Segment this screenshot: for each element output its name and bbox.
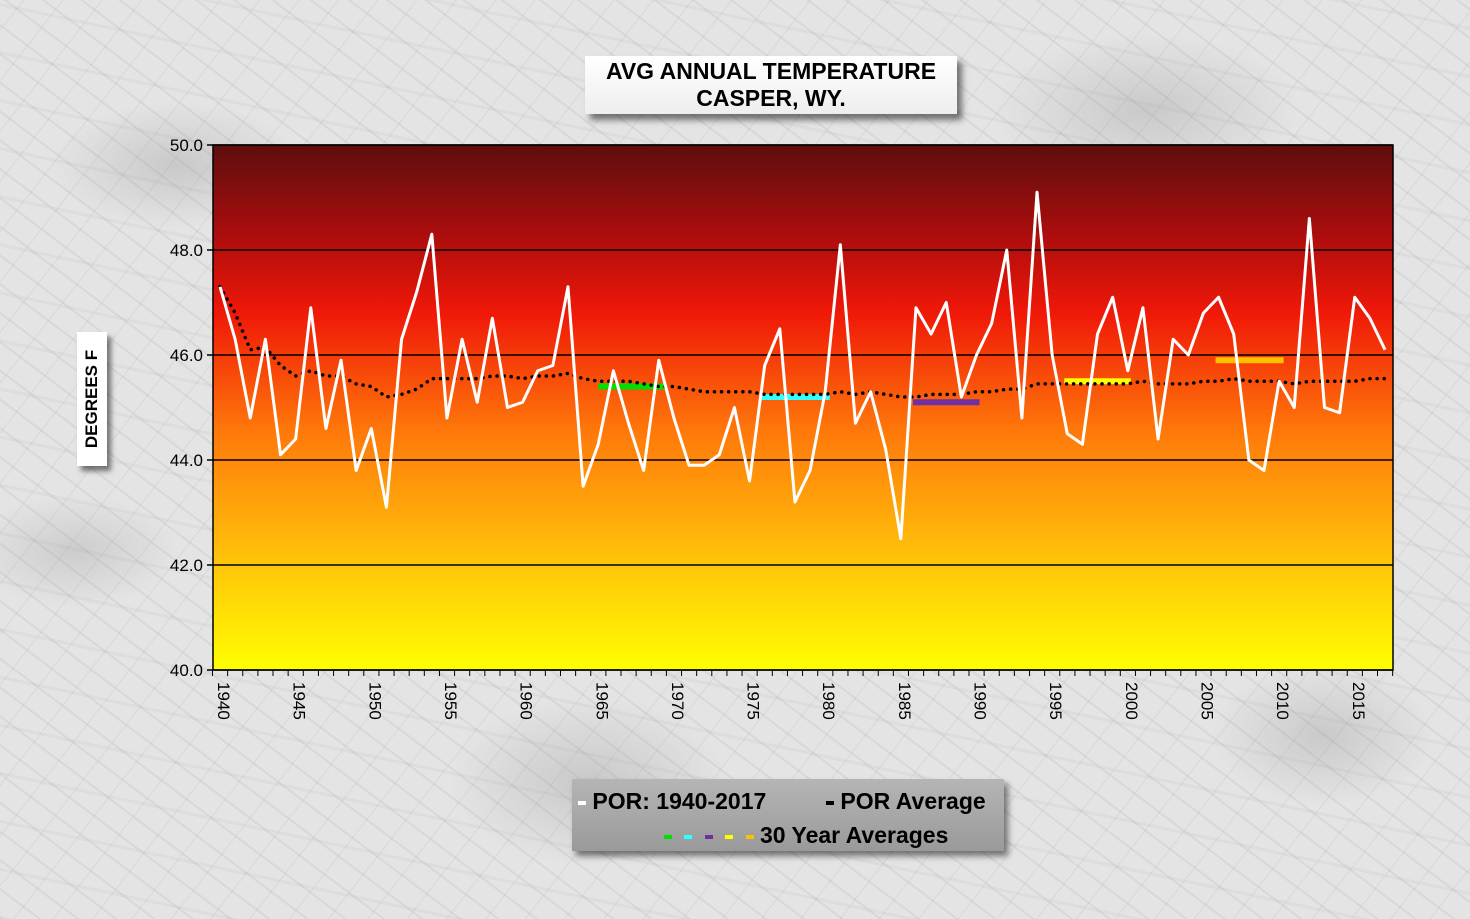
y-tick-label: 46.0 (170, 346, 203, 365)
x-tick-label: 1950 (365, 682, 384, 720)
tick-labels: 40.0 42.0 44.0 46.0 48.0 50.0 1940 1945 1950 1955… (170, 136, 1368, 720)
x-tick-label: 1980 (819, 682, 838, 720)
x-tick-label: 1995 (1046, 682, 1065, 720)
x-tick-label: 2010 (1273, 682, 1292, 720)
axes (212, 144, 1394, 676)
legend-swatch-cyan (684, 834, 693, 839)
legend-swatch-yellow (725, 834, 734, 839)
chart-title-line1: AVG ANNUAL TEMPERATURE (605, 58, 937, 84)
legend-label-thirty-year: 30 Year Averages (759, 822, 949, 848)
chart-title-line2: CASPER, WY. (696, 85, 846, 111)
x-tick-label: 1985 (895, 682, 914, 720)
series-lines (218, 190, 1387, 541)
x-tick-label: 2000 (1122, 682, 1141, 720)
legend-label-por-average: POR Average (840, 788, 986, 814)
legend-swatch-purple (704, 834, 713, 839)
x-tick-label: 1970 (668, 682, 687, 720)
legend: POR: 1940-2017 POR Average 30 Year Avera… (572, 779, 1004, 851)
legend-swatch-green (664, 834, 672, 839)
x-tick-label: 1990 (971, 682, 990, 720)
legend-swatch-por (578, 800, 586, 805)
y-tick-label: 48.0 (170, 241, 203, 260)
y-tick-label: 40.0 (170, 661, 203, 680)
x-tick-label: 1940 (214, 682, 233, 720)
y-tick-label: 50.0 (170, 136, 203, 155)
y-axis-label-box: DEGREES F (77, 332, 107, 466)
legend-swatch-orange (745, 834, 754, 839)
y-tick-label: 42.0 (170, 556, 203, 575)
x-tick-label: 1945 (290, 682, 309, 720)
x-tick-label: 1965 (592, 682, 611, 720)
x-tick-label: 1960 (517, 682, 536, 720)
legend-swatch-por-average (826, 800, 834, 805)
legend-item-por: POR: 1940-2017 (578, 787, 766, 815)
x-tick-label: 2015 (1349, 682, 1368, 720)
series-line-por-average (218, 285, 1387, 399)
legend-item-por-average: POR Average (826, 787, 986, 815)
series-line-por (218, 190, 1387, 541)
x-tick-label: 1955 (441, 682, 460, 720)
x-tick-label: 1975 (744, 682, 763, 720)
legend-item-thirty-year: 30 Year Averages (664, 821, 948, 849)
chart-title-box: AVG ANNUAL TEMPERATURE CASPER, WY. (585, 56, 957, 114)
y-tick-label: 44.0 (170, 451, 203, 470)
legend-label-por: POR: 1940-2017 (592, 788, 767, 814)
plot-area (213, 145, 1393, 670)
x-tick-label: 2005 (1197, 682, 1216, 720)
